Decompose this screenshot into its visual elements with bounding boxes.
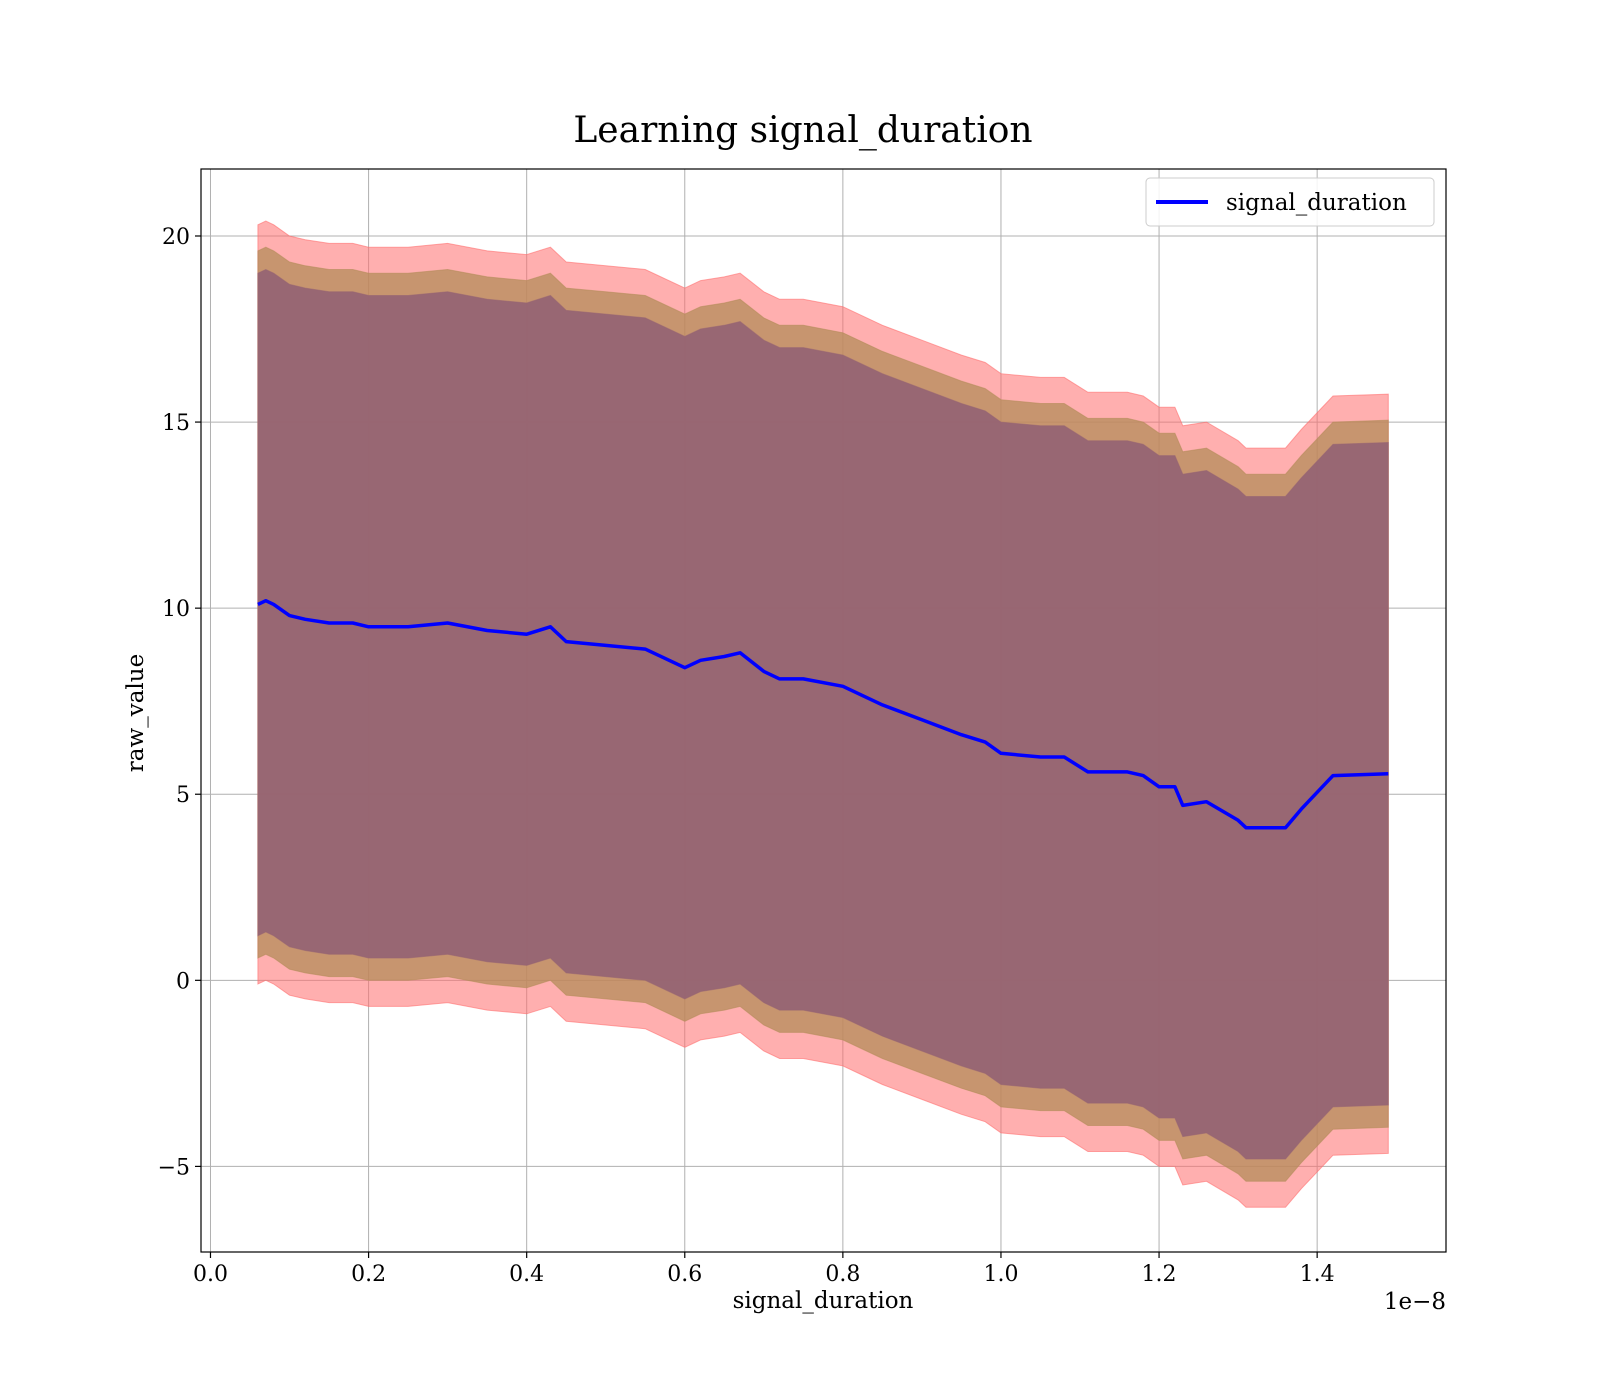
x-tick-label-6: 1.2 [1142,1262,1177,1287]
plot-area: 0.0 0.2 0.4 0.6 0.8 1.0 1.2 1.4 −5 0 5 10 15 20 [158,168,1447,1287]
legend-label: signal_duration [1226,190,1407,216]
x-tick-label-4: 0.8 [825,1262,860,1287]
y-tick-label-1: 0 [176,969,190,994]
y-tick-label-5: 20 [162,225,190,250]
y-axis-label: raw_value [123,654,149,772]
y-tick-label-0: −5 [158,1155,190,1180]
x-tick-label-5: 1.0 [983,1262,1018,1287]
series-line-signal-duration [257,598,1389,830]
x-axis-label: signal_duration [733,1288,914,1314]
x-tick-label-1: 0.2 [351,1262,386,1287]
legend: signal_duration [1145,177,1435,227]
chart-title: Learning signal_duration [573,110,1032,151]
x-tick-label-0: 0.0 [193,1262,228,1287]
inner-confidence-band [257,268,1389,1160]
x-tick-label-3: 0.6 [667,1262,702,1287]
plot-frame [200,168,1447,1253]
y-tick-label-3: 10 [162,597,190,622]
x-axis-offset-text: 1e−8 [1384,1289,1446,1315]
y-tick-label-4: 15 [162,411,190,436]
y-tick-label-2: 5 [176,783,190,808]
legend-frame [1145,177,1435,227]
x-tick-label-2: 0.4 [509,1262,544,1287]
x-tick-label-7: 1.4 [1300,1262,1335,1287]
